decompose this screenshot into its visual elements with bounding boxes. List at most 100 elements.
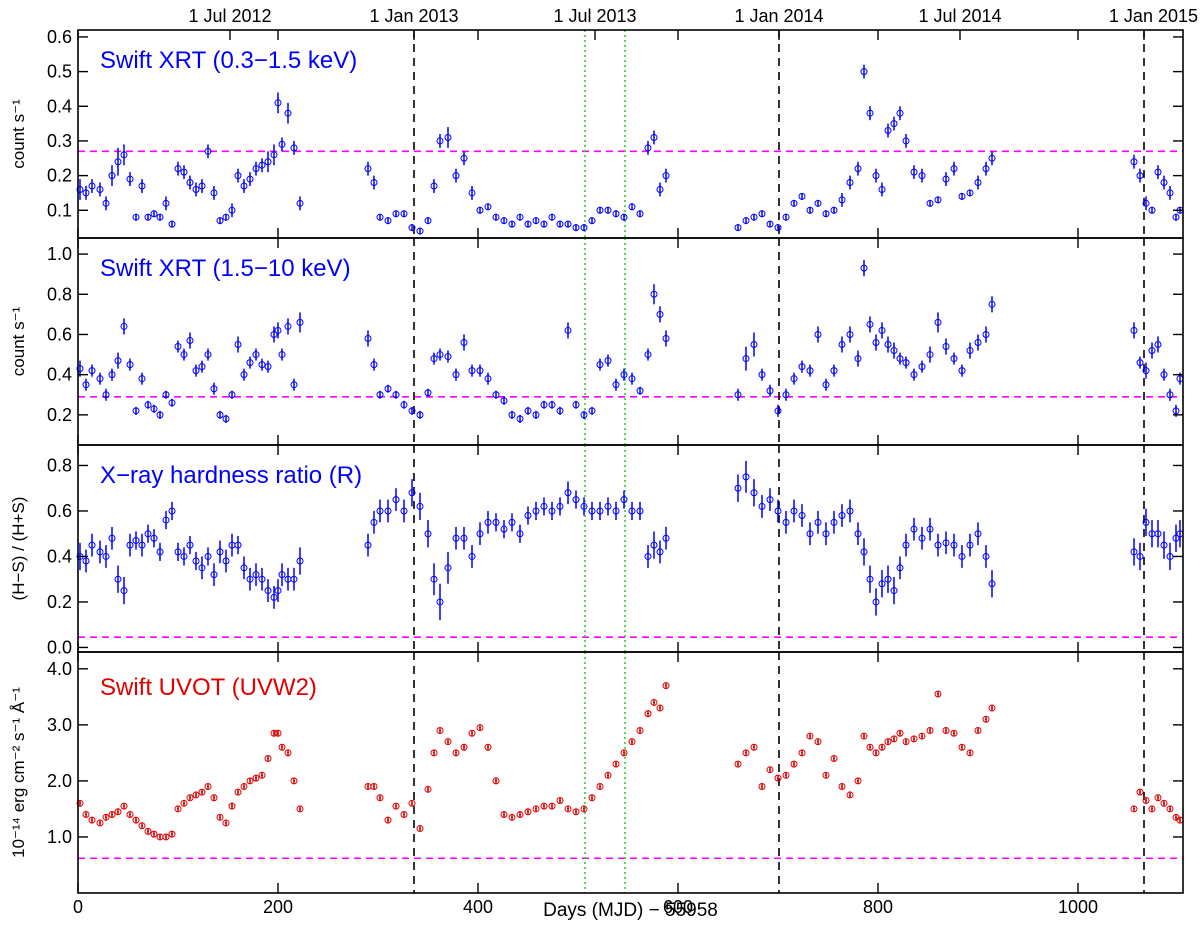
point-marker	[416, 411, 424, 419]
point-marker	[246, 359, 254, 367]
data-point	[854, 350, 862, 367]
data-point	[468, 545, 476, 568]
point-marker	[1166, 189, 1174, 197]
data-point	[174, 542, 182, 562]
point-marker	[204, 351, 212, 359]
data-point	[492, 777, 500, 785]
y-tick-label: 1.0	[47, 244, 72, 264]
data-point	[604, 771, 612, 779]
data-point	[774, 774, 782, 782]
data-point	[296, 312, 304, 333]
point-center	[153, 833, 155, 836]
data-point	[444, 127, 452, 148]
point-marker	[424, 217, 432, 225]
data-point	[934, 312, 942, 333]
point-marker	[982, 165, 990, 173]
data-point	[628, 738, 636, 746]
point-marker	[822, 530, 830, 538]
data-point	[162, 390, 170, 399]
point-marker	[460, 339, 468, 347]
data-point	[102, 545, 110, 568]
data-point	[1148, 342, 1156, 359]
data-point	[790, 499, 798, 523]
point-marker	[408, 489, 416, 497]
point-marker	[884, 341, 892, 349]
point-center	[977, 729, 979, 732]
point-marker	[240, 783, 248, 791]
point-center	[647, 712, 649, 715]
point-marker	[1142, 797, 1150, 805]
data-point	[860, 732, 868, 740]
data-point	[278, 348, 286, 361]
point-marker	[88, 816, 96, 824]
data-point	[918, 168, 926, 183]
data-point	[508, 220, 516, 228]
data-point	[192, 364, 200, 377]
data-point	[988, 570, 996, 598]
y-tick-label: 0.4	[47, 365, 72, 385]
point-marker	[174, 165, 182, 173]
point-center	[427, 788, 429, 791]
point-marker	[132, 213, 140, 221]
data-point	[186, 794, 194, 802]
point-marker	[1142, 367, 1150, 375]
data-point	[284, 749, 292, 757]
point-marker	[168, 399, 176, 407]
data-point	[902, 533, 910, 557]
point-marker	[436, 598, 444, 606]
point-center	[833, 757, 835, 760]
point-marker	[516, 213, 524, 221]
data-point	[902, 356, 910, 369]
point-center	[249, 779, 251, 782]
point-marker	[138, 822, 146, 830]
panel-label: Swift UVOT (UVW2)	[100, 674, 317, 701]
data-point	[370, 783, 378, 791]
point-marker	[548, 213, 556, 221]
data-point	[524, 808, 532, 816]
data-point	[216, 217, 224, 225]
date-label: 1 Jan 2015	[1109, 6, 1198, 26]
point-marker	[114, 158, 122, 166]
data-point	[290, 567, 298, 591]
point-marker	[408, 799, 416, 807]
data-point	[1136, 356, 1144, 369]
point-marker	[926, 351, 934, 359]
data-point	[484, 372, 492, 385]
point-marker	[516, 530, 524, 538]
data-point	[376, 794, 384, 802]
data-point	[1154, 336, 1162, 353]
data-point	[540, 400, 548, 409]
data-point	[234, 336, 242, 353]
point-marker	[444, 353, 452, 361]
point-marker	[460, 743, 468, 751]
point-center	[367, 785, 369, 788]
point-center	[1169, 807, 1171, 810]
data-point	[918, 732, 926, 740]
point-center	[887, 740, 889, 743]
point-marker	[1142, 199, 1150, 207]
data-point	[168, 220, 176, 228]
point-marker	[1154, 794, 1162, 802]
data-point	[1136, 168, 1144, 183]
point-center	[395, 805, 397, 808]
point-marker	[628, 507, 636, 515]
point-marker	[814, 199, 822, 207]
point-marker	[942, 175, 950, 183]
point-marker	[750, 489, 758, 497]
data-point	[264, 754, 272, 762]
data-point	[872, 749, 880, 757]
data-point	[588, 406, 596, 415]
point-marker	[838, 341, 846, 349]
point-marker	[102, 813, 110, 821]
data-point	[750, 213, 758, 221]
point-marker	[934, 318, 942, 326]
point-marker	[174, 548, 182, 556]
data-point	[750, 479, 758, 507]
point-marker	[1154, 341, 1162, 349]
data-point	[860, 260, 868, 277]
data-point	[460, 334, 468, 351]
point-marker	[966, 749, 974, 757]
point-marker	[1160, 371, 1168, 379]
point-marker	[556, 407, 564, 415]
data-point	[974, 334, 982, 351]
